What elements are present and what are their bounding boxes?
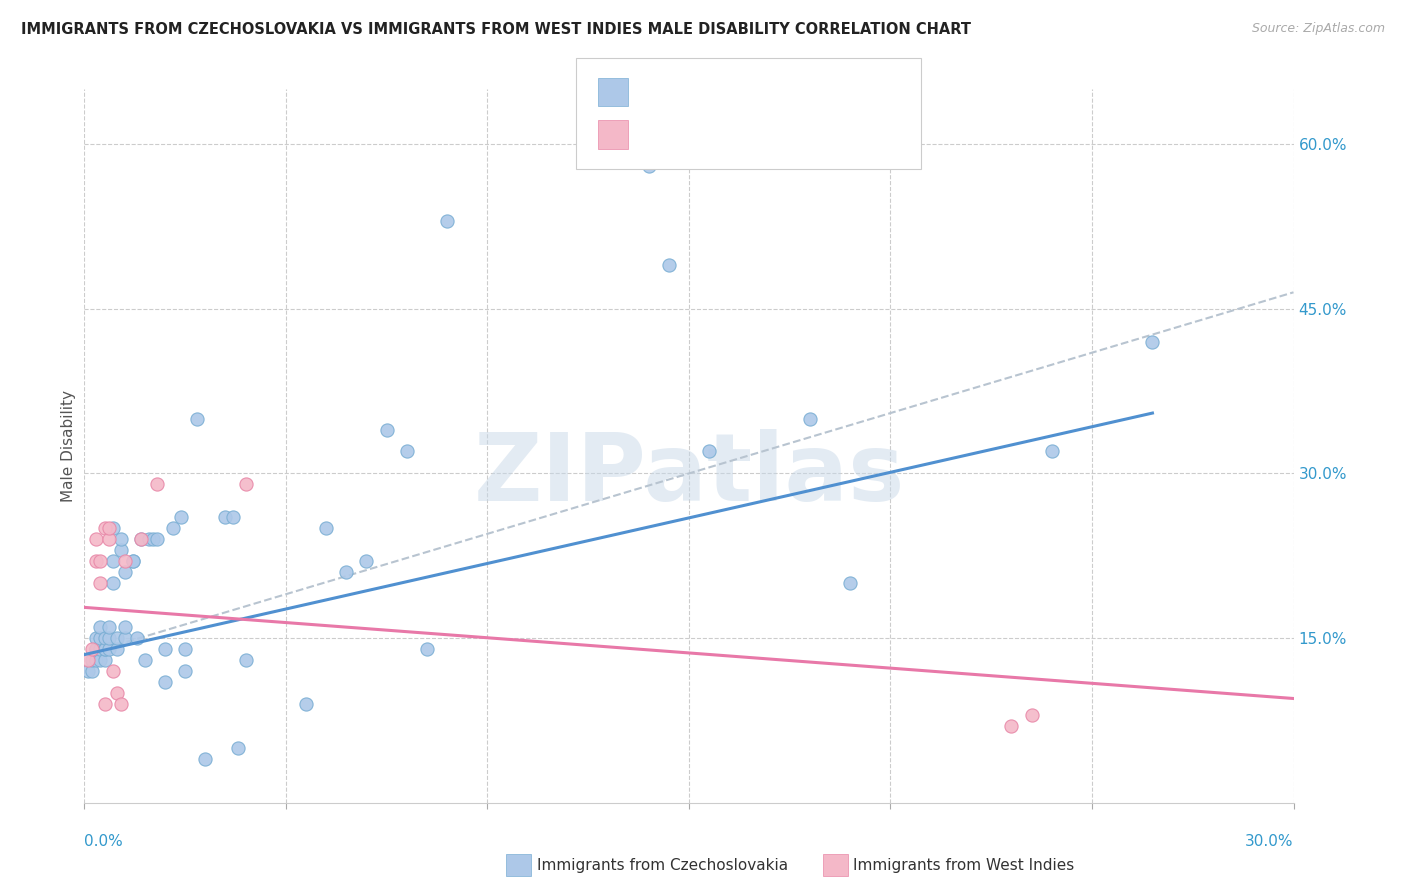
Text: R =: R = xyxy=(640,83,681,101)
Text: 63: 63 xyxy=(787,83,808,101)
Point xyxy=(153,675,176,690)
Point xyxy=(101,554,124,568)
Point xyxy=(101,576,124,591)
Point xyxy=(89,653,111,667)
Point xyxy=(77,653,100,667)
Point xyxy=(335,566,357,580)
Point xyxy=(89,631,111,645)
Point xyxy=(235,653,257,667)
Point xyxy=(82,642,104,657)
Point xyxy=(1000,719,1022,733)
Text: N =: N = xyxy=(735,126,783,144)
Point xyxy=(416,642,439,657)
Point xyxy=(125,631,148,645)
Point xyxy=(295,697,318,711)
Point xyxy=(105,642,128,657)
Point xyxy=(105,631,128,645)
Point xyxy=(82,653,104,667)
Point xyxy=(110,697,132,711)
Point xyxy=(214,510,236,524)
Point xyxy=(97,620,120,634)
Point xyxy=(121,554,143,568)
Point xyxy=(93,521,115,535)
Point xyxy=(93,642,115,657)
Point xyxy=(799,411,821,425)
Text: ZIPatlas: ZIPatlas xyxy=(474,428,904,521)
Point xyxy=(97,533,120,547)
Point xyxy=(162,521,184,535)
Point xyxy=(839,576,862,591)
Point xyxy=(89,576,111,591)
Point xyxy=(86,642,108,657)
Point xyxy=(93,642,115,657)
Point xyxy=(138,533,160,547)
Point xyxy=(658,258,681,272)
Point xyxy=(129,533,152,547)
Point xyxy=(114,631,136,645)
Point xyxy=(129,533,152,547)
Point xyxy=(89,554,111,568)
Point xyxy=(174,642,197,657)
Point xyxy=(1040,444,1063,458)
Point xyxy=(637,159,659,173)
Point xyxy=(114,620,136,634)
Point xyxy=(395,444,418,458)
Point xyxy=(375,423,398,437)
Point xyxy=(93,631,115,645)
Text: Immigrants from West Indies: Immigrants from West Indies xyxy=(853,858,1074,872)
Point xyxy=(110,543,132,558)
Point xyxy=(1021,708,1043,723)
Point xyxy=(86,631,108,645)
Point xyxy=(82,664,104,678)
Point xyxy=(89,642,111,657)
Point xyxy=(97,521,120,535)
Point xyxy=(97,642,120,657)
Text: Source: ZipAtlas.com: Source: ZipAtlas.com xyxy=(1251,22,1385,36)
Point xyxy=(97,631,120,645)
Point xyxy=(697,444,720,458)
Text: R =: R = xyxy=(640,126,676,144)
Point xyxy=(114,554,136,568)
Point xyxy=(186,411,208,425)
Point xyxy=(1142,334,1164,349)
Point xyxy=(194,752,217,766)
Point xyxy=(436,214,458,228)
Point xyxy=(110,533,132,547)
Point xyxy=(170,510,193,524)
Y-axis label: Male Disability: Male Disability xyxy=(60,390,76,502)
Point xyxy=(134,653,156,667)
Point xyxy=(142,533,165,547)
Point xyxy=(93,653,115,667)
Text: 0.0%: 0.0% xyxy=(84,834,124,849)
Point xyxy=(101,664,124,678)
Point xyxy=(146,477,169,491)
Point xyxy=(86,533,108,547)
Point xyxy=(226,740,249,755)
Text: 30.0%: 30.0% xyxy=(1246,834,1294,849)
Point xyxy=(86,554,108,568)
Point xyxy=(315,521,337,535)
Point xyxy=(86,653,108,667)
Point xyxy=(101,521,124,535)
Text: Immigrants from Czechoslovakia: Immigrants from Czechoslovakia xyxy=(537,858,789,872)
Point xyxy=(153,642,176,657)
Text: 0.357: 0.357 xyxy=(679,83,727,101)
Point xyxy=(174,664,197,678)
Text: 19: 19 xyxy=(787,126,808,144)
Point xyxy=(89,620,111,634)
Point xyxy=(114,566,136,580)
Text: N =: N = xyxy=(735,83,783,101)
Point xyxy=(105,686,128,700)
Point xyxy=(86,642,108,657)
Point xyxy=(356,554,378,568)
Text: -0.232: -0.232 xyxy=(675,126,728,144)
Point xyxy=(77,664,100,678)
Point xyxy=(222,510,245,524)
Point xyxy=(93,697,115,711)
Point xyxy=(121,554,143,568)
Point xyxy=(146,533,169,547)
Point xyxy=(235,477,257,491)
Text: IMMIGRANTS FROM CZECHOSLOVAKIA VS IMMIGRANTS FROM WEST INDIES MALE DISABILITY CO: IMMIGRANTS FROM CZECHOSLOVAKIA VS IMMIGR… xyxy=(21,22,972,37)
